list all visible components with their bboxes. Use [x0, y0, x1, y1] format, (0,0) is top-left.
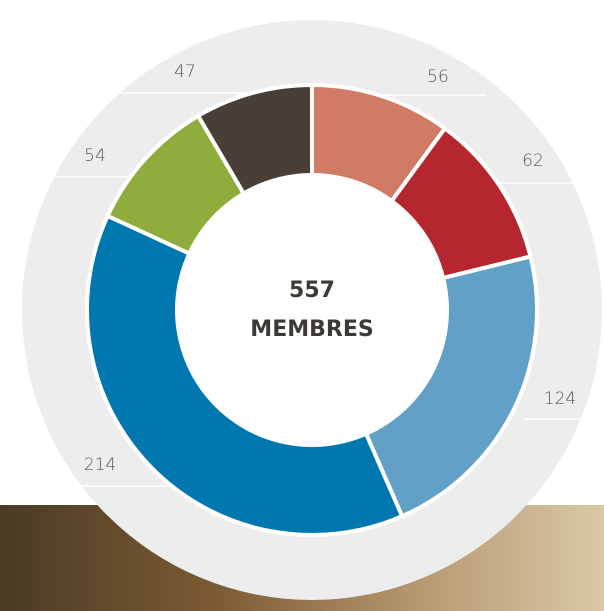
- donut-hole: [175, 173, 449, 447]
- value-label: 47: [174, 62, 196, 82]
- center-label: MEMBRES: [250, 317, 373, 342]
- value-label: 214: [84, 455, 116, 475]
- value-label: 124: [544, 389, 576, 409]
- chart: 557 MEMBRES 56 62 124 214 54 47: [0, 0, 604, 611]
- total: 557: [289, 278, 335, 303]
- value-label: 54: [84, 146, 106, 166]
- value-label: 62: [522, 151, 544, 171]
- value-label: 56: [427, 67, 449, 87]
